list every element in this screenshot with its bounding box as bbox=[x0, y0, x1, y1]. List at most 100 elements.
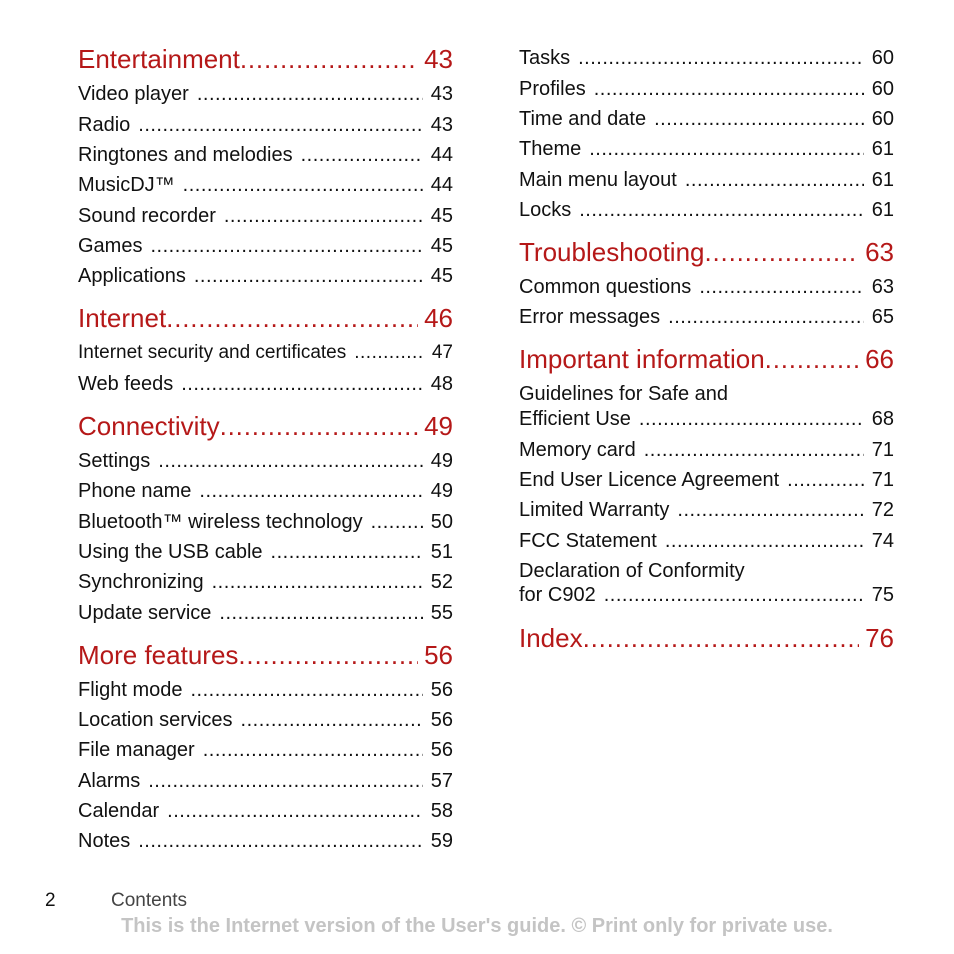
dot-leader bbox=[594, 77, 864, 101]
entry-label: Games bbox=[78, 235, 143, 257]
entry-label: MusicDJ™ bbox=[78, 174, 175, 196]
section-label: Contents bbox=[111, 890, 188, 911]
toc-entry[interactable]: Efficient Use 68 bbox=[519, 407, 894, 431]
toc-entry[interactable]: Update service 55 bbox=[78, 601, 453, 625]
toc-entry[interactable]: for C902 75 bbox=[519, 583, 894, 607]
entry-page: 56 bbox=[430, 679, 453, 701]
entry-page: 61 bbox=[871, 169, 894, 191]
toc-entry[interactable]: Time and date 60 bbox=[519, 107, 894, 131]
entry-page: 60 bbox=[871, 108, 894, 130]
toc-entry[interactable]: Locks 61 bbox=[519, 198, 894, 222]
toc-entry[interactable]: Common questions 63 bbox=[519, 275, 894, 299]
toc-heading-internet[interactable]: Internet 46 bbox=[78, 303, 453, 333]
entry-page: 61 bbox=[871, 138, 894, 160]
toc-entry[interactable]: Notes 59 bbox=[78, 829, 453, 853]
toc-heading-important-information[interactable]: Important information 66 bbox=[519, 344, 894, 374]
toc-heading-entertainment[interactable]: Entertainment 43 bbox=[78, 44, 453, 74]
toc-entry[interactable]: MusicDJ™ 44 bbox=[78, 173, 453, 197]
toc-entry[interactable]: Location services 56 bbox=[78, 708, 453, 732]
entry-label: FCC Statement bbox=[519, 530, 657, 552]
toc-entry[interactable]: Settings 49 bbox=[78, 449, 453, 473]
toc-entry[interactable]: Internet security and certificates 47 bbox=[78, 341, 453, 365]
entry-label: Web feeds bbox=[78, 373, 174, 395]
entry-page: 57 bbox=[430, 770, 453, 792]
toc-entry[interactable]: Error messages 65 bbox=[519, 305, 894, 329]
dot-leader bbox=[639, 407, 864, 431]
entry-page: 60 bbox=[871, 47, 894, 69]
toc-entry[interactable]: Tasks 60 bbox=[519, 46, 894, 70]
entry-label: Calendar bbox=[78, 800, 160, 822]
toc-entry[interactable]: Video player 43 bbox=[78, 82, 453, 106]
toc-entry[interactable]: Ringtones and melodies 44 bbox=[78, 143, 453, 167]
toc-entry[interactable]: Phone name 49 bbox=[78, 479, 453, 503]
entry-page: 59 bbox=[430, 830, 453, 852]
copyright-notice: This is the Internet version of the User… bbox=[121, 915, 833, 937]
toc-entry[interactable]: Using the USB cable 51 bbox=[78, 540, 453, 564]
toc-entry[interactable]: Radio 43 bbox=[78, 113, 453, 137]
entry-page: 56 bbox=[430, 739, 453, 761]
dot-leader bbox=[677, 498, 863, 522]
toc-entry[interactable]: Games 45 bbox=[78, 234, 453, 258]
entry-label: End User Licence Agreement bbox=[519, 469, 780, 491]
entry-page: 45 bbox=[430, 205, 453, 227]
toc-entry[interactable]: File manager 56 bbox=[78, 738, 453, 762]
toc-entry[interactable]: Theme 61 bbox=[519, 137, 894, 161]
toc-heading-connectivity[interactable]: Connectivity 49 bbox=[78, 411, 453, 441]
dot-leader bbox=[220, 411, 418, 441]
heading-page: 46 bbox=[424, 303, 453, 333]
heading-title: Troubleshooting bbox=[519, 237, 705, 267]
toc-entry[interactable]: Flight mode 56 bbox=[78, 678, 453, 702]
toc-entry[interactable]: Calendar 58 bbox=[78, 799, 453, 823]
entry-label: Tasks bbox=[519, 47, 571, 69]
toc-entry[interactable]: FCC Statement 74 bbox=[519, 529, 894, 553]
toc-entry[interactable]: Main menu layout 61 bbox=[519, 168, 894, 192]
entry-label: Phone name bbox=[78, 480, 192, 502]
entry-label: Main menu layout bbox=[519, 169, 677, 191]
entry-label: Using the USB cable bbox=[78, 541, 263, 563]
entry-label: Flight mode bbox=[78, 679, 183, 701]
dot-leader bbox=[241, 708, 423, 732]
entry-page: 45 bbox=[430, 235, 453, 257]
toc-entry[interactable]: End User Licence Agreement 71 bbox=[519, 468, 894, 492]
entry-label: Update service bbox=[78, 602, 212, 624]
dot-leader bbox=[685, 168, 864, 192]
dot-leader bbox=[203, 738, 423, 762]
heading-page: 49 bbox=[424, 411, 453, 441]
toc-entry[interactable]: Synchronizing 52 bbox=[78, 570, 453, 594]
entry-label: Alarms bbox=[78, 770, 141, 792]
toc-entry[interactable]: Alarms 57 bbox=[78, 769, 453, 793]
entry-page: 43 bbox=[430, 114, 453, 136]
toc-heading-index[interactable]: Index 76 bbox=[519, 623, 894, 653]
entry-page: 63 bbox=[871, 276, 894, 298]
entry-page: 50 bbox=[430, 511, 453, 533]
dot-leader bbox=[138, 829, 423, 853]
entry-label-line1: Guidelines for Safe and bbox=[519, 383, 729, 405]
dot-leader bbox=[668, 305, 864, 329]
entry-page: 65 bbox=[871, 306, 894, 328]
toc-entry[interactable]: Applications 45 bbox=[78, 264, 453, 288]
toc-entry[interactable]: Bluetooth™ wireless technology 50 bbox=[78, 510, 453, 534]
dot-leader bbox=[138, 113, 422, 137]
entry-label: Synchronizing bbox=[78, 571, 204, 593]
toc-entry[interactable]: Sound recorder 45 bbox=[78, 204, 453, 228]
entry-label: for C902 bbox=[519, 584, 596, 606]
entry-page: 72 bbox=[871, 499, 894, 521]
entry-page: 71 bbox=[871, 439, 894, 461]
dot-leader bbox=[150, 234, 422, 258]
heading-page: 43 bbox=[424, 44, 453, 74]
entry-page: 74 bbox=[871, 530, 894, 552]
heading-page: 63 bbox=[865, 237, 894, 267]
heading-title: Internet bbox=[78, 303, 167, 333]
toc-entry[interactable]: Limited Warranty 72 bbox=[519, 498, 894, 522]
toc-heading-troubleshooting[interactable]: Troubleshooting 63 bbox=[519, 237, 894, 267]
toc-entry[interactable]: Profiles 60 bbox=[519, 77, 894, 101]
toc-entry[interactable]: Memory card 71 bbox=[519, 438, 894, 462]
heading-title: Connectivity bbox=[78, 411, 220, 441]
dot-leader bbox=[665, 529, 864, 553]
dot-leader bbox=[705, 237, 860, 267]
toc-heading-more-features[interactable]: More features 56 bbox=[78, 640, 453, 670]
toc-entry[interactable]: Web feeds 48 bbox=[78, 372, 453, 396]
dot-leader bbox=[654, 107, 864, 131]
entry-page: 49 bbox=[430, 480, 453, 502]
dot-leader bbox=[765, 344, 859, 374]
